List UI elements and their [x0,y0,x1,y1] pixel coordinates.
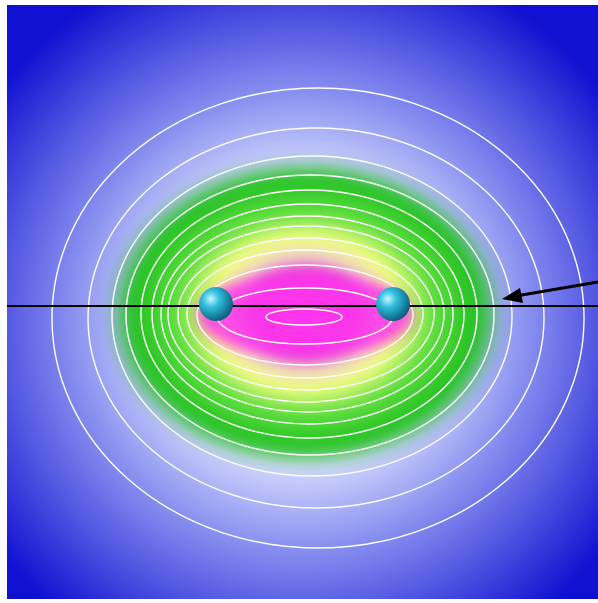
arrow-head [502,288,523,303]
contour-line [111,155,513,477]
arrow-shaft [515,280,598,298]
contour-line [186,249,424,379]
contour-line [265,308,343,326]
contour-line [51,87,585,549]
atom-left [199,287,233,321]
contour-line [160,215,454,413]
contour-line [177,237,435,391]
arrow-annotation [502,280,598,303]
contour-lines [51,87,585,549]
atom-right [376,287,410,321]
contour-line [125,174,495,456]
contour-line [140,189,478,439]
contour-line [167,225,445,403]
contour-line [87,127,545,509]
contour-line [196,264,414,366]
contour-line [151,203,465,425]
